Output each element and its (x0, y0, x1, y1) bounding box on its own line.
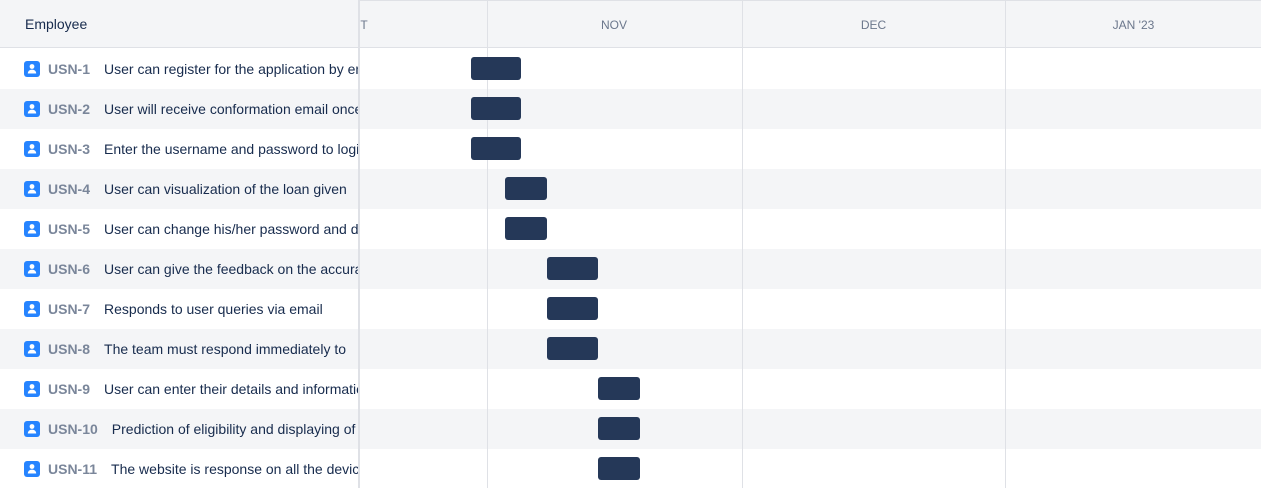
issue-summary[interactable]: Enter the username and password to login (104, 141, 358, 157)
issue-row[interactable]: USN-8 The team must respond immediately t… (0, 329, 358, 369)
issue-summary[interactable]: User can register for the application by… (104, 61, 358, 77)
timeline-header: T NOV DEC JAN '23 (360, 0, 1261, 48)
issue-key[interactable]: USN-4 (48, 181, 91, 197)
issue-row[interactable]: USN-1 User can register for the applicati… (0, 49, 358, 89)
timeline-row (360, 409, 1261, 449)
timeline-bar[interactable] (505, 177, 547, 200)
issue-row[interactable]: USN-7 Responds to user queries via email (0, 289, 358, 329)
issue-summary[interactable]: User can visualization of the loan given (104, 181, 347, 197)
timeline-row (360, 369, 1261, 409)
issue-list-header-title: Employee (25, 16, 88, 32)
issue-row[interactable]: USN-2 User will receive conformation emai… (0, 89, 358, 129)
month-label-jan: JAN '23 (1112, 18, 1155, 32)
timeline-row (360, 289, 1261, 329)
issue-row[interactable]: USN-5 User can change his/her password an… (0, 209, 358, 249)
issue-key[interactable]: USN-10 (48, 421, 98, 437)
story-icon (24, 221, 40, 237)
story-icon (24, 301, 40, 317)
timeline-bar[interactable] (505, 217, 547, 240)
issue-summary[interactable]: Responds to user queries via email (104, 301, 323, 317)
timeline-row (360, 449, 1261, 488)
issue-row[interactable]: USN-10 Prediction of eligibility and disp… (0, 409, 358, 449)
month-divider (742, 0, 743, 488)
timeline-row (360, 169, 1261, 209)
issue-row[interactable]: USN-9 User can enter their details and in… (0, 369, 358, 409)
story-icon (24, 341, 40, 357)
timeline-bar[interactable] (471, 137, 521, 160)
month-divider (487, 0, 488, 488)
issue-key[interactable]: USN-7 (48, 301, 91, 317)
timeline-bar[interactable] (547, 337, 598, 360)
story-icon (24, 461, 40, 477)
issue-row[interactable]: USN-4 User can visualization of the loan … (0, 169, 358, 209)
issue-list-header: Employee (0, 0, 358, 48)
month-divider (1005, 0, 1006, 488)
timeline-bar[interactable] (547, 257, 598, 280)
issue-key[interactable]: USN-9 (48, 381, 91, 397)
timeline-bar[interactable] (547, 297, 598, 320)
issue-summary[interactable]: The team must respond immediately to (104, 341, 347, 357)
timeline-bar[interactable] (598, 457, 640, 480)
issue-summary[interactable]: The website is response on all the devic… (111, 461, 358, 477)
issue-summary[interactable]: User can give the feedback on the accura… (104, 261, 358, 277)
timeline-row (360, 249, 1261, 289)
issue-row[interactable]: USN-3 Enter the username and password to … (0, 129, 358, 169)
month-label-dec: DEC (860, 18, 887, 32)
timeline-grid: T NOV DEC JAN '23 (360, 0, 1261, 488)
issue-key[interactable]: USN-11 (48, 461, 98, 477)
story-icon (24, 421, 40, 437)
timeline-rows (360, 49, 1261, 488)
issue-summary[interactable]: User will receive conformation email onc… (104, 101, 358, 117)
issue-key[interactable]: USN-6 (48, 261, 91, 277)
issue-summary[interactable]: User can enter their details and informa… (104, 381, 358, 397)
issue-key[interactable]: USN-1 (48, 61, 91, 77)
story-icon (24, 101, 40, 117)
issue-rows: USN-1 User can register for the applicati… (0, 49, 358, 488)
story-icon (24, 141, 40, 157)
story-icon (24, 261, 40, 277)
issue-summary[interactable]: User can change his/her password and det… (104, 221, 358, 237)
timeline-bar[interactable] (471, 97, 521, 120)
timeline-bar[interactable] (598, 377, 640, 400)
issue-list-panel: Employee USN-1 User can register for the … (0, 0, 360, 488)
story-icon (24, 181, 40, 197)
timeline-row (360, 209, 1261, 249)
issue-key[interactable]: USN-2 (48, 101, 91, 117)
timeline-row (360, 329, 1261, 369)
issue-summary[interactable]: Prediction of eligibility and displaying… (111, 421, 356, 437)
story-icon (24, 381, 40, 397)
issue-key[interactable]: USN-8 (48, 341, 91, 357)
timeline-bar[interactable] (598, 417, 640, 440)
issue-row[interactable]: USN-6 User can give the feedback on the a… (0, 249, 358, 289)
timeline-bar[interactable] (471, 57, 521, 80)
month-label-nov: NOV (600, 18, 627, 32)
month-label-oct: T (360, 18, 368, 32)
issue-row[interactable]: USN-11 The website is response on all the… (0, 449, 358, 488)
story-icon (24, 61, 40, 77)
issue-key[interactable]: USN-3 (48, 141, 91, 157)
issue-key[interactable]: USN-5 (48, 221, 91, 237)
